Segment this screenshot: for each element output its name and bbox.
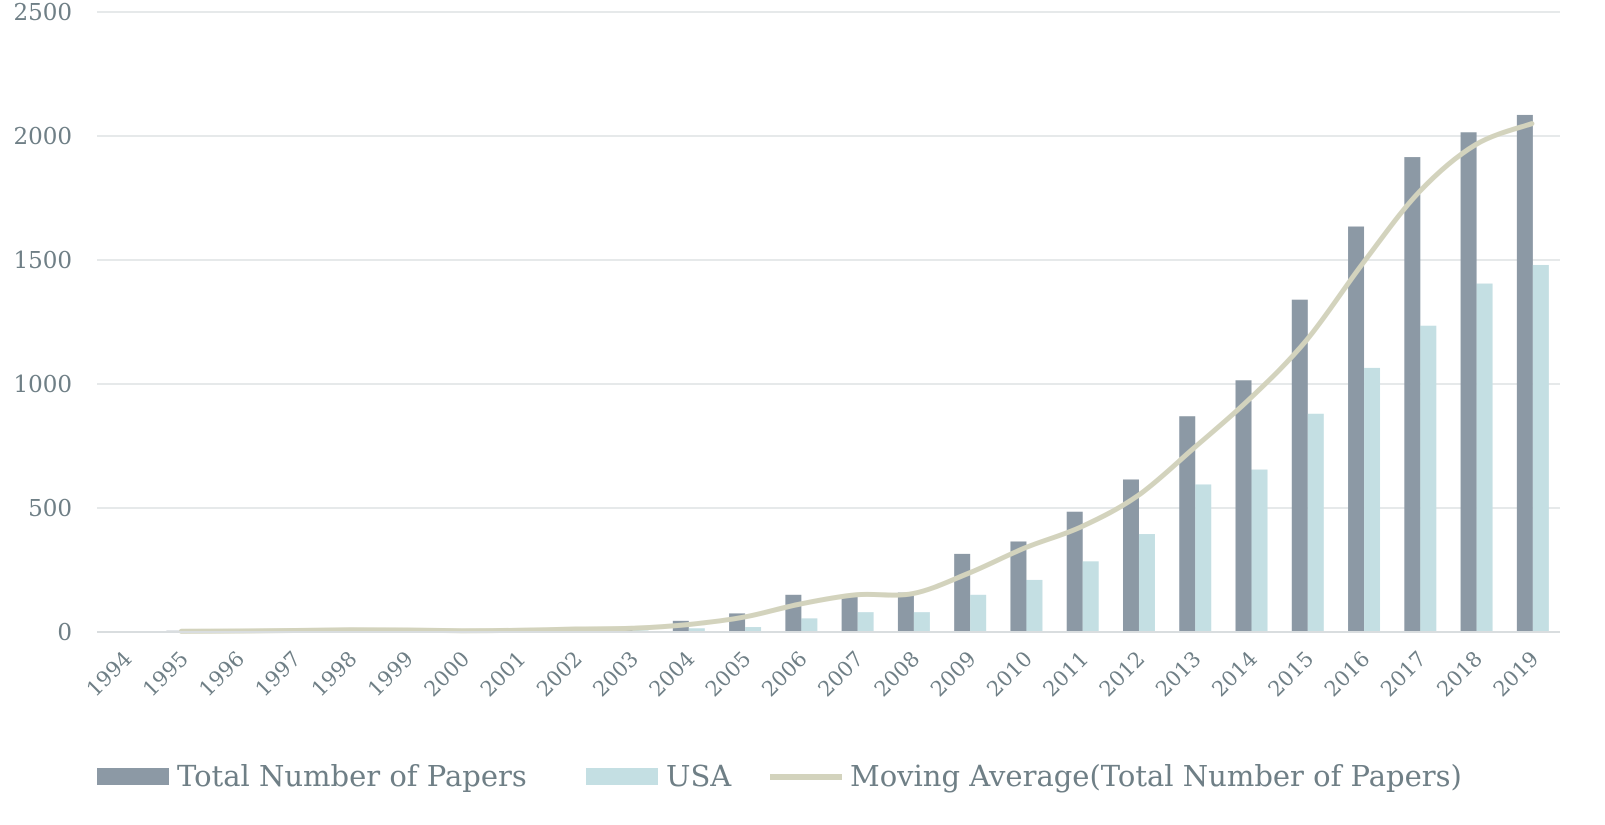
x-tick-label: 2012 [1095,647,1150,702]
x-tick-label: 2001 [476,647,531,702]
x-tick-label: 2013 [1151,647,1206,702]
y-tick-label: 1000 [13,372,72,398]
bar-total-2008 [897,592,914,632]
bar-total-2019 [1516,114,1533,633]
bar-usa-2009 [970,594,987,632]
legend-swatch-total [97,768,169,785]
x-tick-label: 1999 [363,647,418,702]
legend-label-usa: USA [666,759,732,793]
x-tick-label: 2005 [701,647,756,702]
legend-label-moving-average: Moving Average(Total Number of Papers) [850,759,1462,793]
y-axis: 0 500 1000 1500 2000 2500 [13,0,72,646]
x-tick-label: 2007 [813,647,868,702]
x-tick-label: 1994 [82,647,137,702]
bar-usa-2007 [857,612,874,632]
x-tick-label: 1998 [307,647,362,702]
y-tick-label: 2000 [13,124,72,150]
y-tick-label: 1500 [13,248,72,274]
x-tick-label: 2016 [1320,647,1375,702]
x-tick-label: 2002 [532,647,587,702]
bar-usa-2011 [1082,561,1099,632]
x-tick-label: 2000 [420,647,475,702]
bar-usa-2004 [688,628,705,632]
bar-usa-2019 [1532,264,1549,632]
y-tick-label: 0 [57,620,72,646]
bar-usa-2015 [1307,413,1324,632]
bar-total-2016 [1348,226,1365,632]
x-axis: 1994 1995 1996 1997 1998 1999 2000 2001 2002 2003… [82,631,1560,702]
x-tick-label: 2004 [645,647,700,702]
y-tick-label: 2500 [13,0,72,26]
y-tick-label: 500 [28,496,72,522]
bar-total-2009 [954,553,971,632]
x-tick-label: 2015 [1264,647,1319,702]
bar-total-2010 [1010,541,1027,632]
legend-label-total: Total Number of Papers [177,759,527,793]
bar-usa-2005 [745,627,762,632]
bar-usa-2014 [1251,469,1268,632]
bar-total-2014 [1235,380,1252,632]
x-tick-label: 2017 [1376,647,1431,702]
grid-lines [97,11,1560,633]
bar-usa-2018 [1476,283,1493,632]
moving-average-path [178,121,1535,634]
x-tick-label: 2006 [757,647,812,702]
bar-usa-2013 [1195,484,1212,632]
bars [166,114,1549,633]
bar-total-2013 [1179,416,1196,632]
x-tick-label: 1996 [194,647,249,702]
x-tick-label: 2014 [1207,647,1262,702]
x-tick-label: 2010 [982,647,1037,702]
bar-total-2006 [785,594,802,632]
bar-usa-2006 [801,618,818,632]
x-tick-label: 2003 [588,647,643,702]
bar-usa-2010 [1026,579,1043,632]
x-tick-label: 2008 [870,647,925,702]
bar-total-2011 [1066,511,1083,632]
bar-usa-2017 [1420,325,1437,632]
bar-usa-2016 [1364,367,1381,632]
bar-total-2007 [841,594,858,632]
bar-total-2015 [1291,299,1308,632]
x-tick-label: 2011 [1038,647,1093,702]
bar-total-2018 [1460,132,1477,632]
legend-swatch-usa [586,768,658,785]
x-tick-label: 2019 [1489,647,1544,702]
bar-total-2012 [1122,479,1139,632]
bar-total-2017 [1404,157,1421,632]
x-tick-label: 2009 [926,647,981,702]
legend: Total Number of Papers USA Moving Averag… [97,759,1462,793]
x-tick-label: 1997 [251,647,306,702]
bar-usa-2008 [913,612,930,632]
x-tick-label: 1995 [138,647,193,702]
bar-usa-2012 [1138,534,1155,632]
x-tick-label: 2018 [1432,647,1487,702]
moving-average-line [178,121,1535,634]
